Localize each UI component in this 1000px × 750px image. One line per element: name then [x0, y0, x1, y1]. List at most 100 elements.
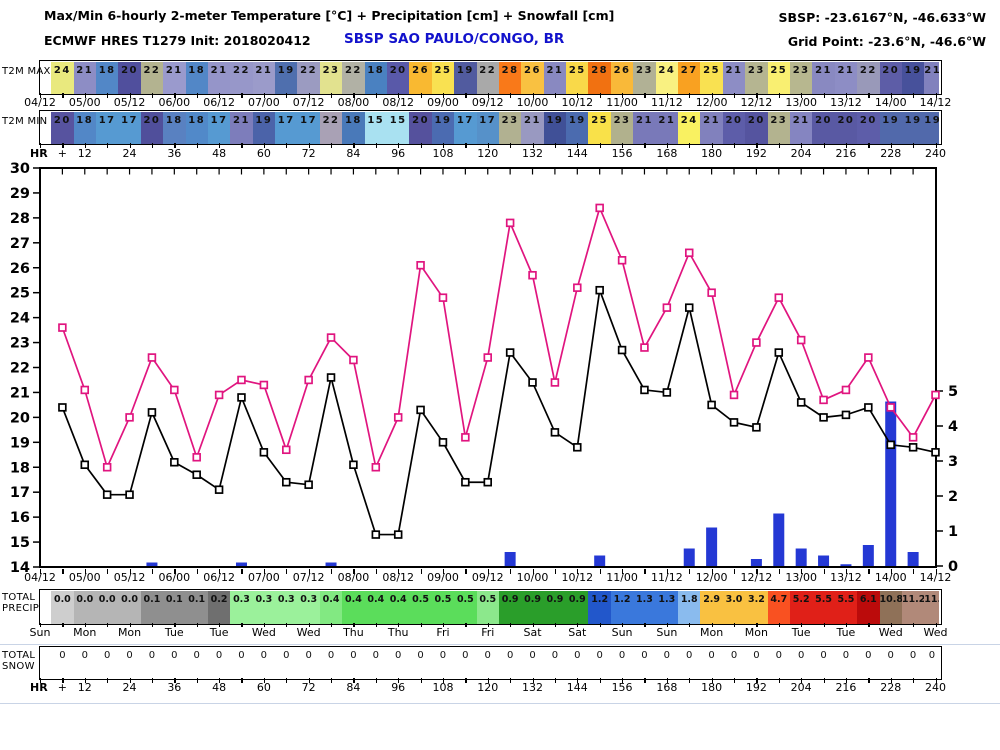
tick-mark: [532, 622, 534, 627]
tick-mark: [241, 568, 243, 574]
date-label: 10/00: [516, 96, 549, 109]
hour-label: 192: [745, 681, 767, 694]
t2m-max-cell: 23: [633, 61, 656, 95]
total-precip-cell: 0.0: [95, 590, 119, 625]
tmax-marker: [326, 333, 336, 342]
precip-axis-label: 4: [948, 419, 958, 435]
hour-label: 72: [301, 147, 316, 160]
total-snow-cell: 0: [230, 647, 253, 679]
tick-mark: [711, 93, 713, 98]
t2m-max-cell: 18: [185, 61, 208, 95]
tmin-marker: [752, 423, 761, 432]
tmax-marker: [617, 256, 627, 265]
chart-date-label: 13/12: [830, 571, 862, 584]
tick-mark: [286, 93, 288, 98]
chart-date-label: 08/00: [337, 571, 370, 584]
tmin-marker: [304, 480, 313, 489]
t2m-max-cell: 21: [834, 61, 858, 95]
tmin-marker: [886, 440, 895, 450]
t2m-max-cell: 28: [588, 61, 611, 95]
date-label: 11/00: [606, 96, 638, 109]
tmin-marker: [640, 385, 649, 395]
tick-mark: [241, 143, 243, 148]
tick-mark: [890, 93, 892, 98]
tmax-marker: [58, 323, 67, 332]
tick-mark: [442, 568, 445, 574]
t2m-max-cell: 25: [431, 61, 455, 95]
tick-mark: [756, 143, 758, 148]
tick-mark: [40, 568, 42, 574]
tick-mark: [890, 622, 892, 627]
hour-label: +: [57, 681, 67, 694]
hour-label: 60: [256, 147, 271, 160]
hour-label: 132: [522, 681, 544, 694]
tick-mark: [935, 568, 937, 574]
tick-mark: [398, 93, 400, 98]
t2m-min-cell: 19: [431, 111, 455, 145]
tmin-marker: [528, 378, 537, 387]
total-snow-cell: 0: [118, 647, 141, 679]
total-precip-cell: 0.3: [252, 590, 276, 625]
t2m-max-cell: 23: [745, 61, 768, 95]
tick-mark: [801, 143, 803, 148]
hour-label: 84: [346, 147, 361, 160]
tmin-marker: [864, 403, 873, 412]
t2m-min-cell: 20: [409, 111, 432, 145]
chart-date-label: 07/12: [292, 571, 325, 584]
grid-point: Grid Point: -23.6°N, -46.6°W: [787, 34, 986, 49]
chart-date-label: 11/00: [606, 571, 638, 584]
tmax-marker: [416, 261, 425, 270]
tick-mark: [174, 622, 176, 627]
tick-mark: [331, 93, 333, 98]
tick-mark: [375, 678, 377, 683]
tick-mark: [890, 568, 892, 574]
hour-label: 180: [701, 681, 723, 694]
tick-mark: [442, 678, 445, 683]
tick-mark: [510, 568, 512, 574]
hour-label: 168: [656, 681, 678, 694]
tick-mark: [734, 622, 736, 627]
total-snow-cell: 0: [51, 647, 74, 679]
hour-label: 108: [432, 681, 454, 694]
hour-label: 96: [391, 147, 406, 160]
t2m-max-cell: 23: [319, 61, 343, 95]
hour-label: 144: [566, 147, 588, 160]
tick-mark: [219, 568, 221, 574]
day-label: Tue: [791, 626, 811, 639]
total-precip-cell: 11.2: [924, 590, 940, 625]
tick-mark: [308, 93, 310, 98]
t2m-max-cell: 21: [543, 61, 567, 95]
tmax-marker: [819, 395, 828, 405]
temp-axis-label: 24: [10, 311, 30, 327]
tick-mark: [241, 622, 243, 627]
t2m-max-cell: 26: [521, 61, 544, 95]
tick-mark: [353, 93, 355, 98]
total-snow-cell: 0: [767, 647, 790, 679]
tmin-marker: [371, 530, 381, 539]
t2m-max-cell: 21: [207, 61, 231, 95]
total-precip-cell: 0.4: [342, 590, 365, 625]
tick-mark: [263, 678, 266, 683]
tick-mark: [935, 93, 937, 98]
tick-mark: [84, 622, 86, 627]
tick-mark: [935, 678, 937, 683]
tick-mark: [308, 568, 310, 574]
t2m-min-cell: 21: [700, 111, 723, 145]
t2m-min-cell: 17: [118, 111, 141, 145]
tick-mark: [622, 622, 624, 627]
tick-mark: [711, 678, 713, 683]
tmax-marker: [886, 403, 895, 412]
tmax-marker: [550, 378, 560, 387]
hr-row-label-bottom: HR: [30, 681, 48, 694]
temp-axis-label: 30: [10, 161, 30, 177]
tick-mark: [84, 568, 86, 574]
tick-mark: [465, 568, 467, 574]
tick-mark: [510, 622, 512, 627]
total-snow-cell: 0: [476, 647, 499, 679]
tmax-marker: [864, 353, 873, 362]
tick-mark: [62, 622, 64, 627]
day-label: Thu: [387, 626, 409, 639]
precip-bar: [773, 513, 785, 566]
t2m-min-cell: 17: [275, 111, 298, 145]
total-snow-cell: 0: [655, 647, 679, 679]
